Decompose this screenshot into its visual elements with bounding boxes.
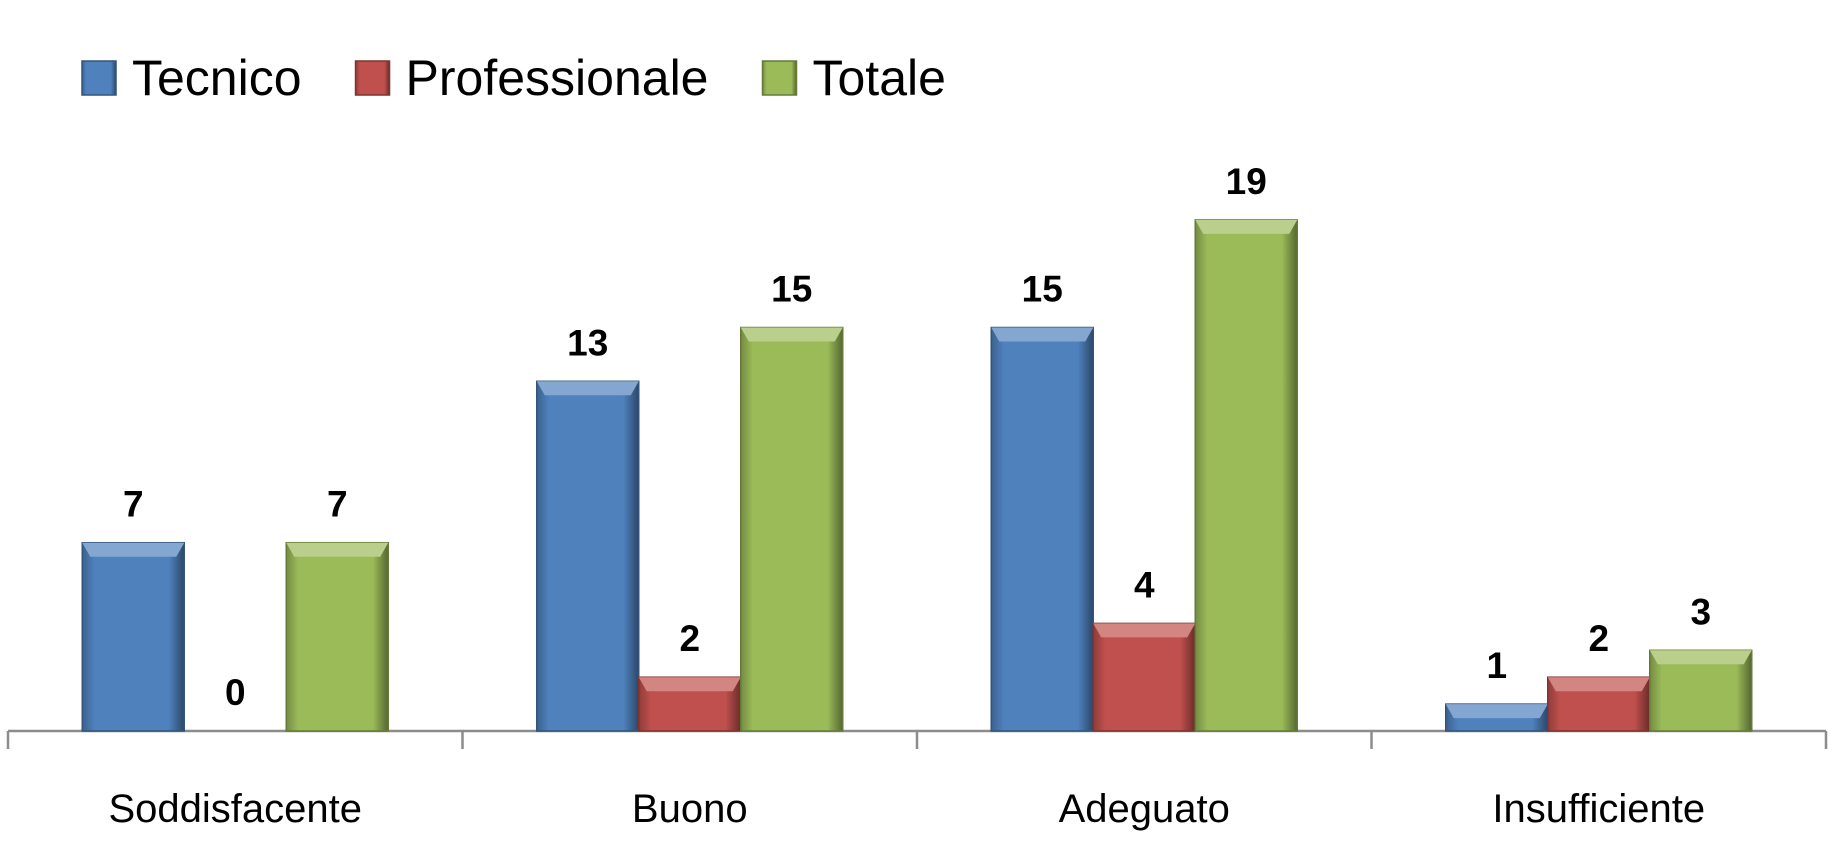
bar-top-bevel [991,327,1094,342]
bar-totale-adeguato [1194,219,1298,732]
data-label: 7 [327,484,348,525]
legend-item: Professionale [354,50,709,106]
bar-top-bevel [1445,704,1548,719]
bar-body [536,380,640,732]
legend: Tecnico Professionale Totale [81,50,946,106]
x-tick-label: Insufficiente [1492,787,1705,831]
bar-body [740,326,844,732]
data-label: 2 [1588,618,1609,659]
legend-swatch [81,60,117,96]
data-label: 15 [771,269,812,310]
legend-item: Totale [761,50,946,106]
bar-body [285,541,389,732]
bar-totale-insufficiente [1649,649,1753,732]
bar-top-bevel [740,327,843,342]
bar-top-bevel [82,542,185,557]
bar-tecnico-adeguato [990,326,1094,732]
data-label: 2 [679,618,700,659]
bar-professionale-insufficiente [1547,676,1651,732]
x-tick-label: Buono [632,787,748,831]
x-tick-label: Adeguato [1059,787,1230,831]
legend-label: Tecnico [132,50,302,106]
bar-body [1194,219,1298,732]
data-label: 1 [1486,645,1507,686]
bar-professionale-adeguato [1092,622,1196,732]
data-label: 13 [567,322,608,363]
bar-top-bevel [638,677,741,692]
bar-body [81,541,185,732]
bar-tecnico-soddisfacente [81,541,185,732]
bar-body [990,326,1094,732]
bar-top-bevel [1649,650,1752,665]
bar-top-bevel [536,381,639,396]
bar-body [1092,622,1196,732]
bar-top-bevel [1195,219,1298,234]
x-tick-label: Soddisfacente [108,787,362,831]
legend-item: Tecnico [81,50,302,106]
legend-label: Totale [813,50,946,106]
bar-tecnico-buono [536,380,640,732]
data-label: 19 [1226,161,1267,202]
bar-tecnico-insufficiente [1445,703,1549,732]
bar-totale-soddisfacente [285,541,389,732]
data-label: 7 [123,484,144,525]
data-label: 3 [1690,591,1711,632]
data-label: 4 [1134,564,1155,605]
data-label: 15 [1022,269,1063,310]
legend-swatch [354,60,391,96]
bar-top-bevel [1547,677,1650,692]
legend-label: Professionale [406,50,709,106]
bar-totale-buono [740,326,844,732]
bar-professionale-buono [638,676,742,732]
legend-swatch [761,60,798,96]
bar-top-bevel [1093,623,1196,638]
bar-top-bevel [286,542,389,557]
data-label: 0 [225,672,246,713]
